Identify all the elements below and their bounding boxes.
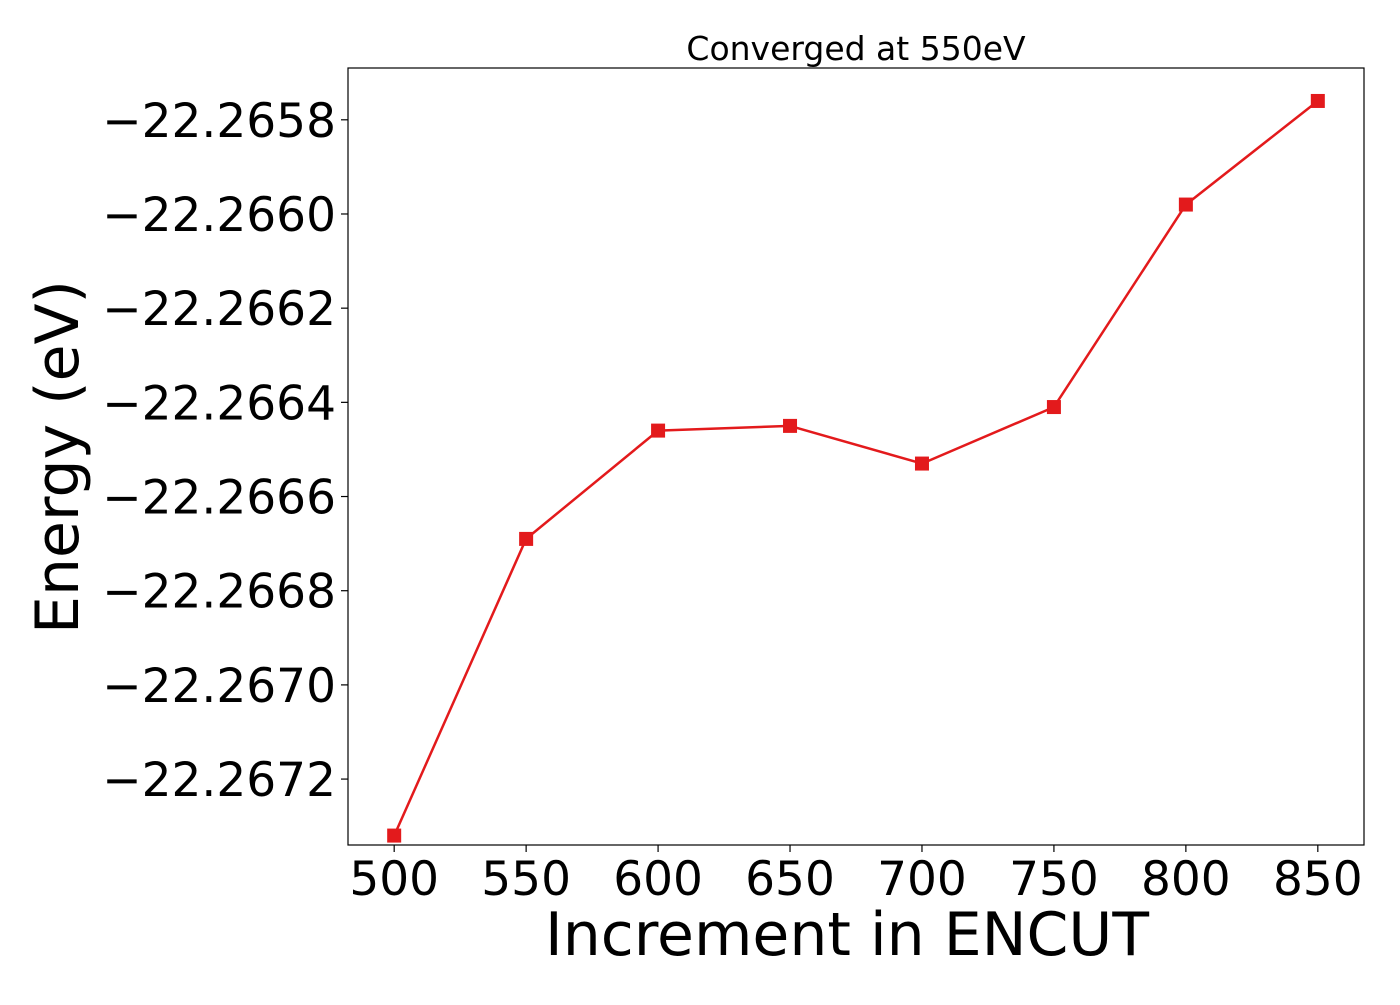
x-tick-label: 700 <box>877 852 967 907</box>
data-point-marker <box>783 418 798 433</box>
data-point-marker <box>651 423 666 438</box>
x-tick-label: 550 <box>481 852 571 907</box>
chart-title: Converged at 550eV <box>686 29 1026 68</box>
y-tick-label: −22.2666 <box>102 471 336 526</box>
x-tick-label: 500 <box>349 852 439 907</box>
data-point-marker <box>1310 93 1325 108</box>
data-point-marker <box>519 531 534 546</box>
y-tick-label: −22.2660 <box>102 188 336 243</box>
data-point-marker <box>387 828 402 843</box>
x-tick-label: 750 <box>1009 852 1099 907</box>
x-axis-label: Increment in ENCUT <box>545 900 1149 970</box>
series-layer <box>387 93 1325 843</box>
y-tick-label: −22.2672 <box>102 753 336 808</box>
x-tick-label: 600 <box>613 852 703 907</box>
x-axis-ticks: 500 550 600 650 700 750 800 850 <box>349 845 1363 907</box>
y-tick-label: −22.2670 <box>102 659 336 714</box>
y-tick-label: −22.2658 <box>102 94 336 149</box>
x-tick-label: 800 <box>1141 852 1231 907</box>
y-tick-label: −22.2662 <box>102 282 336 337</box>
y-axis-ticks: −22.2672 −22.2670 −22.2668 −22.2666 −22.2664… <box>102 94 348 808</box>
series-line <box>393 100 1319 837</box>
data-point-marker <box>1178 197 1193 212</box>
data-point-marker <box>1046 400 1061 415</box>
plot-area-frame <box>347 67 1365 846</box>
data-point-marker <box>914 456 929 471</box>
y-tick-label: −22.2668 <box>102 565 336 620</box>
x-tick-label: 650 <box>745 852 835 907</box>
x-tick-label: 850 <box>1273 852 1363 907</box>
y-tick-label: −22.2664 <box>102 376 336 431</box>
y-axis-label: Energy (eV) <box>23 280 93 634</box>
